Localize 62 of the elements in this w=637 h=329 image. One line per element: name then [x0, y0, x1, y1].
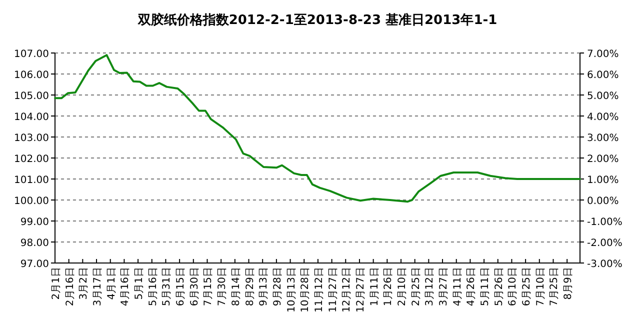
x-tick-label: 7月25日	[549, 267, 560, 306]
x-tick-label: 3月12日	[424, 267, 436, 306]
y2-tick-label: -2.00%	[587, 238, 622, 249]
x-tick-label: 12月27日	[355, 267, 366, 312]
x-tick-label: 6月25日	[522, 267, 533, 306]
x-tick-label: 8月9日	[563, 267, 574, 300]
x-tick-label: 5月31日	[162, 267, 173, 306]
y-tick-label: 99.00	[20, 217, 49, 228]
y2-tick-label: 2.00%	[587, 154, 619, 165]
y2-tick-label: 0.00%	[587, 196, 619, 207]
x-tick-label: 2月16日	[64, 267, 76, 306]
x-tick-label: 8月14日	[230, 267, 242, 306]
y-tick-label: 105.00	[14, 91, 49, 102]
y-tick-label: 97.00	[20, 259, 49, 270]
x-tick-label: 1月26日	[383, 267, 394, 306]
y-tick-label: 102.00	[14, 154, 49, 165]
y-tick-label: 100.00	[14, 196, 49, 207]
x-tick-label: 11月12日	[314, 267, 325, 312]
x-tick-label: 8月29日	[244, 267, 256, 306]
x-tick-label: 12月12日	[342, 267, 353, 312]
x-tick-label: 2月10日	[397, 267, 408, 306]
x-tick-label: 10月28日	[300, 267, 312, 312]
y2-tick-label: 6.00%	[587, 70, 619, 81]
x-tick-label: 6月30日	[189, 267, 200, 306]
x-tick-label: 5月11日	[480, 267, 492, 306]
x-tick-label: 4月16日	[120, 267, 132, 306]
x-tick-label: 2月1日	[51, 267, 62, 300]
x-tick-label: 6月15日	[176, 267, 187, 306]
x-tick-label: 3月27日	[438, 267, 450, 306]
x-tick-label: 6月10日	[508, 267, 519, 306]
x-tick-label: 5月16日	[148, 267, 159, 306]
y-tick-label: 104.00	[14, 112, 49, 123]
y-tick-label: 101.00	[14, 175, 49, 186]
y-tick-label: 106.00	[14, 70, 49, 81]
x-tick-label: 1月11日	[369, 267, 380, 306]
x-tick-label: 10月13日	[286, 267, 298, 312]
x-tick-label: 3月2日	[78, 267, 90, 300]
x-tick-label: 5月26日	[494, 267, 505, 306]
y2-tick-label: 4.00%	[587, 112, 619, 123]
x-tick-label: 2月25日	[410, 267, 422, 306]
y2-tick-label: -1.00%	[587, 217, 622, 228]
chart-title: 双胶纸价格指数2012-2-1至2013-8-23 基准日2013年1-1	[136, 12, 498, 28]
x-tick-label: 9月28日	[272, 267, 284, 306]
y2-tick-label: 1.00%	[587, 175, 619, 186]
y2-tick-label: 3.00%	[587, 133, 619, 144]
x-tick-label: 11月27日	[328, 267, 339, 312]
y-tick-label: 103.00	[14, 133, 49, 144]
y-tick-label: 107.00	[14, 49, 49, 60]
y-tick-label: 98.00	[20, 238, 49, 249]
x-tick-label: 3月17日	[92, 267, 104, 306]
y2-tick-label: 7.00%	[587, 49, 619, 60]
line-series	[54, 54, 581, 203]
x-tick-label: 4月11日	[452, 267, 464, 306]
x-tick-label: 4月26日	[466, 267, 478, 306]
y2-tick-label: -3.00%	[587, 259, 622, 270]
x-tick-label: 5月1日	[134, 267, 146, 300]
x-tick-label: 7月30日	[217, 267, 228, 306]
x-tick-label: 4月1日	[106, 267, 118, 300]
x-tick-label: 7月15日	[203, 267, 214, 306]
x-tick-label: 7月10日	[535, 267, 546, 306]
x-tick-label: 9月13日	[258, 267, 270, 306]
y2-tick-label: 5.00%	[587, 91, 619, 102]
